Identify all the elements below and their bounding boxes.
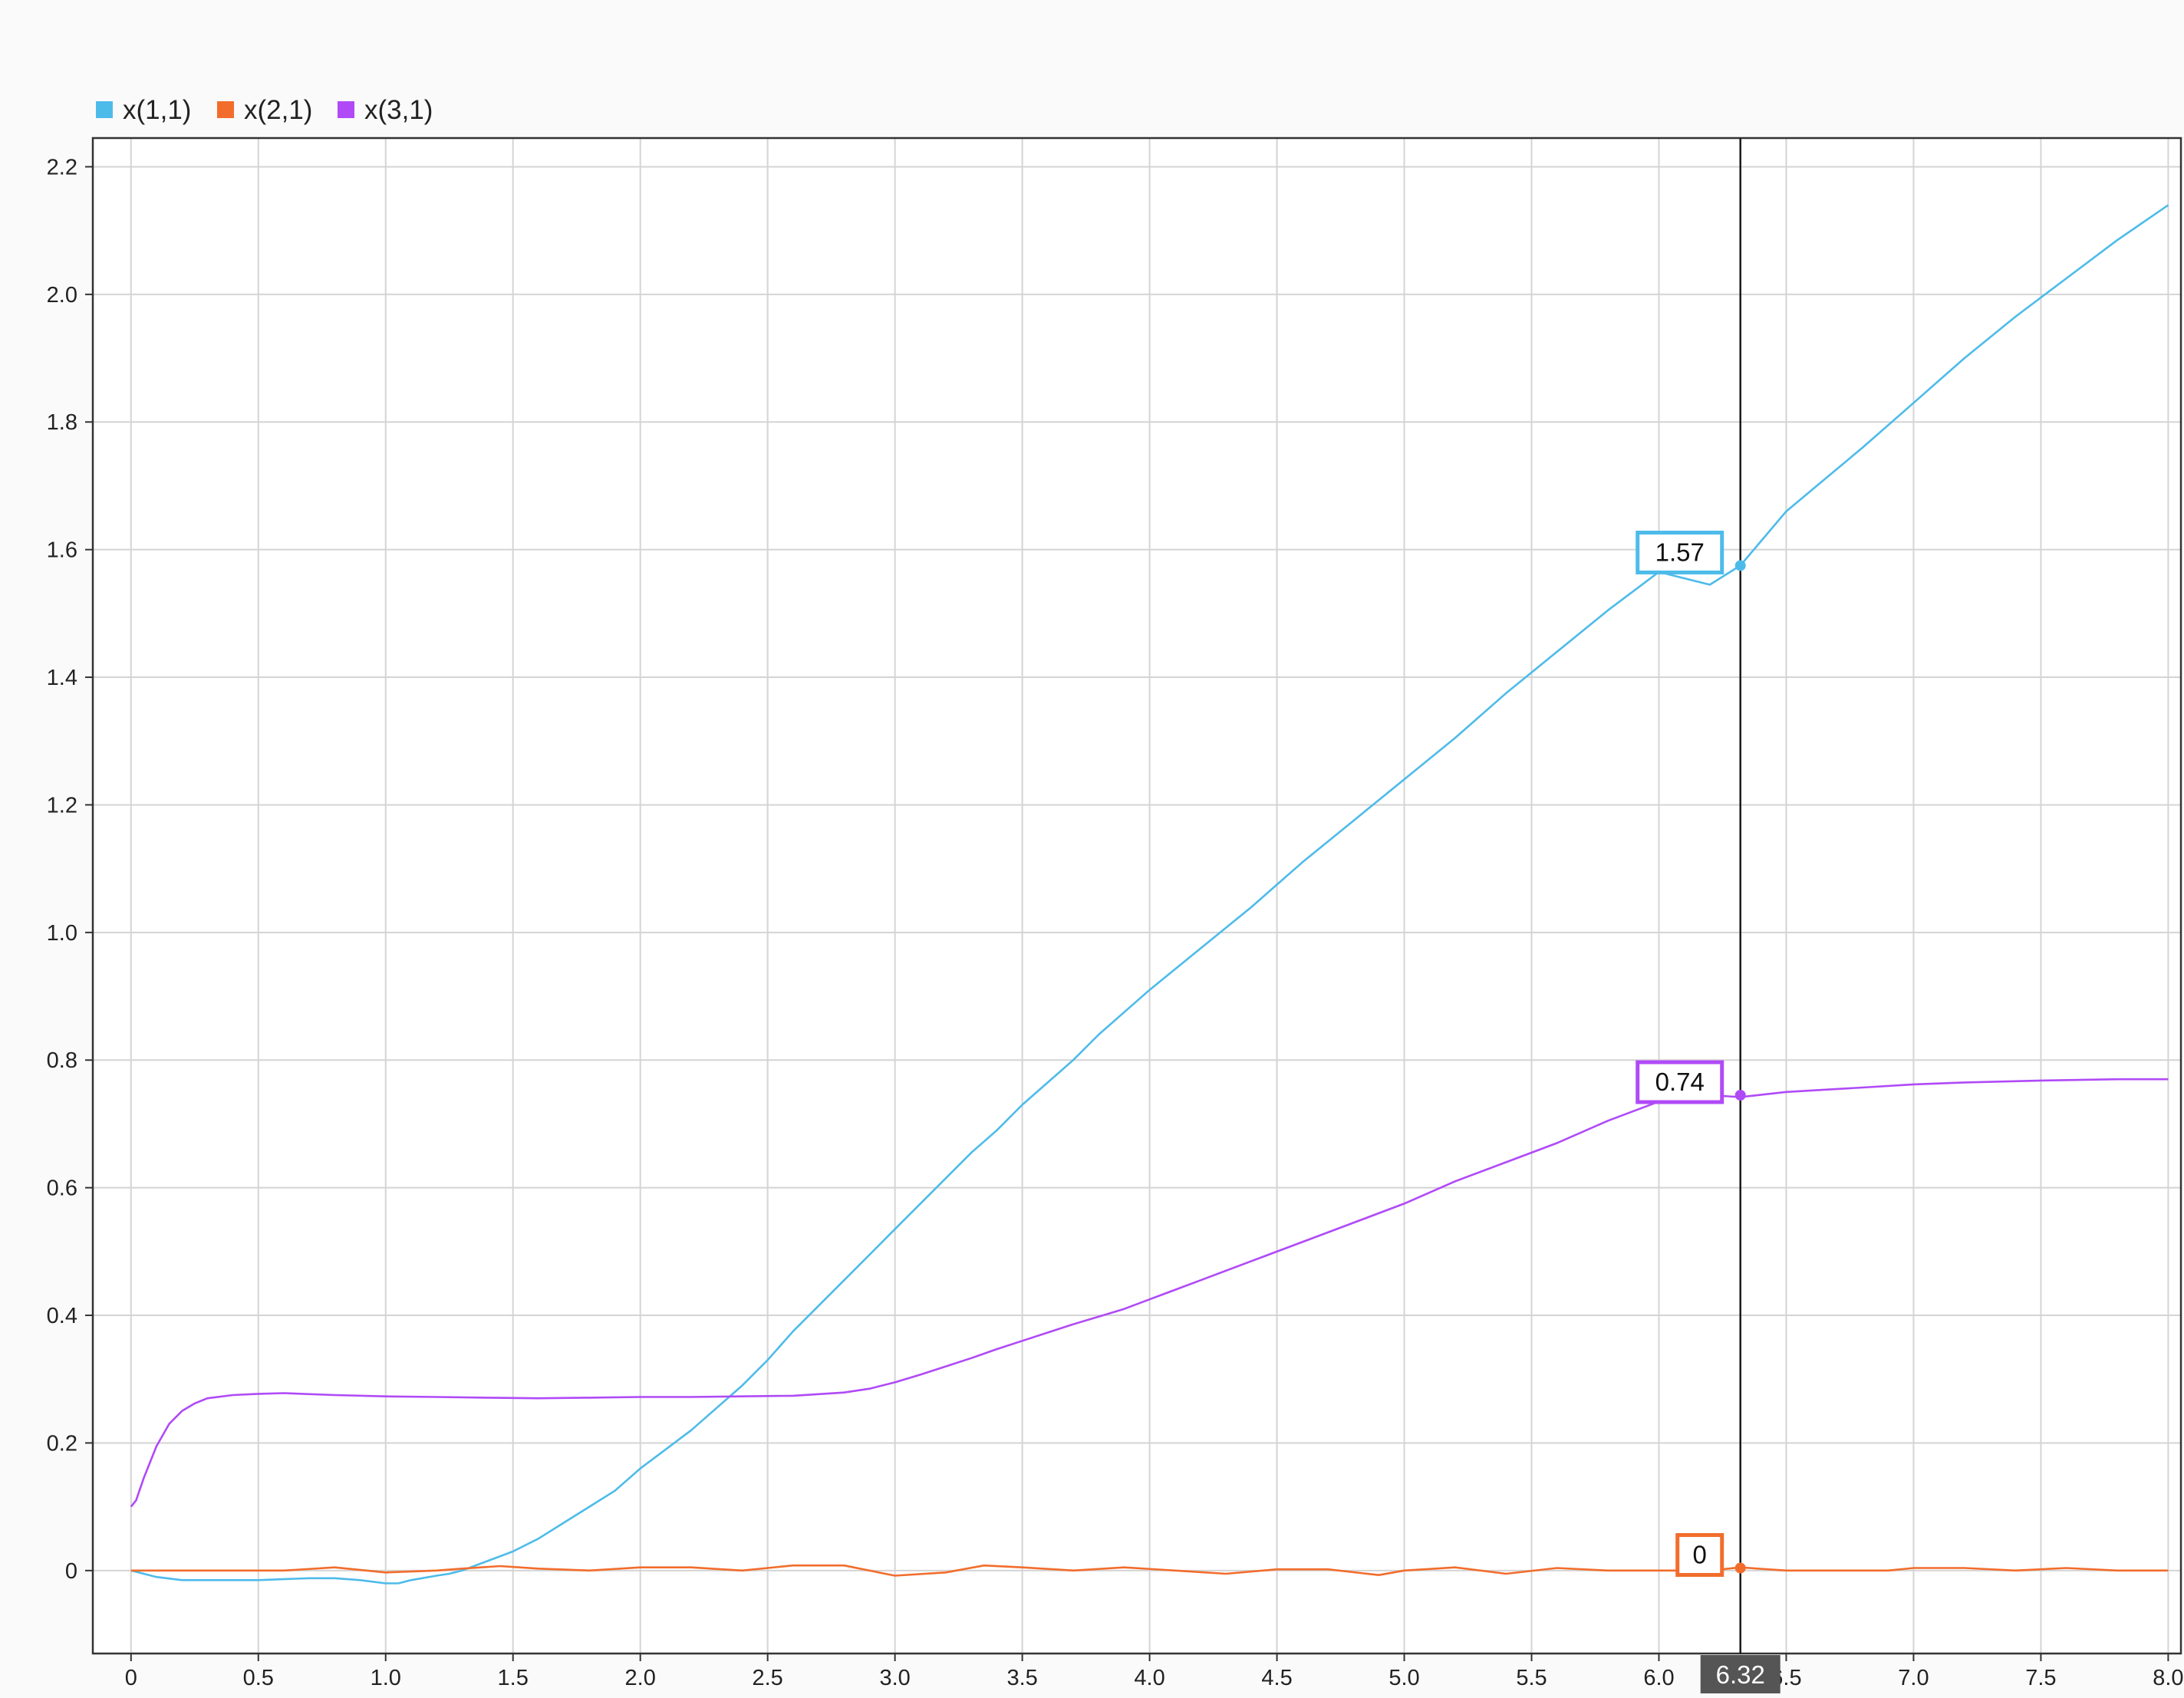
legend-label: x(1,1)	[123, 95, 191, 125]
y-tick-label: 2.0	[47, 283, 77, 308]
cursor-readout-value: 0.74	[1655, 1068, 1705, 1096]
y-tick-label: 1.0	[47, 921, 77, 946]
legend-item-3[interactable]: x(3,1)	[338, 95, 433, 125]
y-tick-label: 2.2	[47, 155, 77, 179]
cursor-x-badge-bg	[1700, 1655, 1780, 1693]
y-tick-label: 1.2	[47, 793, 77, 818]
legend-item-2[interactable]: x(2,1)	[217, 95, 312, 125]
y-tick-label: 0.8	[47, 1048, 77, 1073]
plot-area	[93, 138, 2181, 1654]
x-tick-label: 0	[125, 1666, 137, 1690]
legend-label: x(3,1)	[364, 95, 433, 125]
legend-item-1[interactable]: x(1,1)	[96, 95, 191, 125]
y-tick-label: 0.6	[47, 1176, 77, 1201]
cursor-readout: 1.57	[1636, 530, 1746, 574]
x-tick-label: 1.5	[498, 1666, 529, 1690]
y-tick-label: 1.4	[47, 666, 77, 690]
x-tick-label: 4.5	[1261, 1666, 1292, 1690]
cursor-readout-value: 0	[1693, 1541, 1707, 1569]
cursor-readout-box	[1636, 1060, 1724, 1104]
cursor-x-value: 6.32	[1716, 1660, 1765, 1689]
cursor-readout: 0	[1675, 1533, 1746, 1578]
y-axis-ticks: 0 0.2 0.4 0.6 0.8 1.0 1.2 1.4 1.6 1.8 2.0 2.2	[47, 155, 93, 1584]
cursor-readout: 0.74	[1636, 1060, 1746, 1104]
x-tick-label: 8.0	[2153, 1666, 2183, 1690]
x-tick-label: 6.0	[1643, 1666, 1674, 1690]
cursor-marker	[1734, 1562, 1746, 1574]
cursor-readout-box	[1675, 1533, 1724, 1578]
y-tick-label: 0.4	[47, 1304, 77, 1328]
cursor-marker	[1734, 560, 1746, 571]
x-tick-label: 3.0	[879, 1666, 910, 1690]
legend-swatch	[217, 101, 234, 118]
data-cursor[interactable]: 1.57 0.74 0 6.32	[1636, 138, 1780, 1693]
y-tick-label: 1.8	[47, 410, 77, 435]
x-tick-label: 2.0	[625, 1666, 656, 1690]
legend-swatch	[338, 101, 354, 118]
x-tick-label: 3.5	[1006, 1666, 1037, 1690]
x-tick-label: 0.5	[243, 1666, 274, 1690]
x-axis-ticks: 0 0.5 1.0 1.5 2.0 2.5 3.0 3.5 4.0 4.5 5.0 5.5 6.0 6.5…	[125, 1654, 2184, 1690]
cursor-x-badge[interactable]: 6.32	[1700, 1655, 1780, 1693]
x-tick-label: 4.0	[1134, 1666, 1164, 1690]
grid	[93, 138, 2181, 1654]
cursor-readout-box	[1636, 530, 1724, 574]
x-tick-label: 7.0	[1898, 1666, 1929, 1690]
y-tick-label: 0.2	[47, 1431, 77, 1456]
legend-swatch	[96, 101, 113, 118]
series-line-1	[130, 204, 2169, 1584]
y-tick-label: 1.6	[47, 538, 77, 563]
x-tick-label: 5.0	[1388, 1666, 1419, 1690]
legend-label: x(2,1)	[244, 95, 312, 125]
x-tick-label: 1.0	[371, 1666, 401, 1690]
series-line-2	[130, 1564, 2169, 1577]
x-tick-label: 5.5	[1516, 1666, 1547, 1690]
cursor-marker	[1734, 1090, 1746, 1101]
y-tick-label: 0	[65, 1559, 77, 1584]
legend[interactable]: x(1,1) x(2,1) x(3,1)	[96, 95, 433, 125]
cursor-readout-value: 1.57	[1655, 538, 1705, 566]
plot-frame	[91, 137, 2182, 1655]
x-tick-label: 2.5	[753, 1666, 783, 1690]
x-tick-label: 7.5	[2025, 1666, 2056, 1690]
